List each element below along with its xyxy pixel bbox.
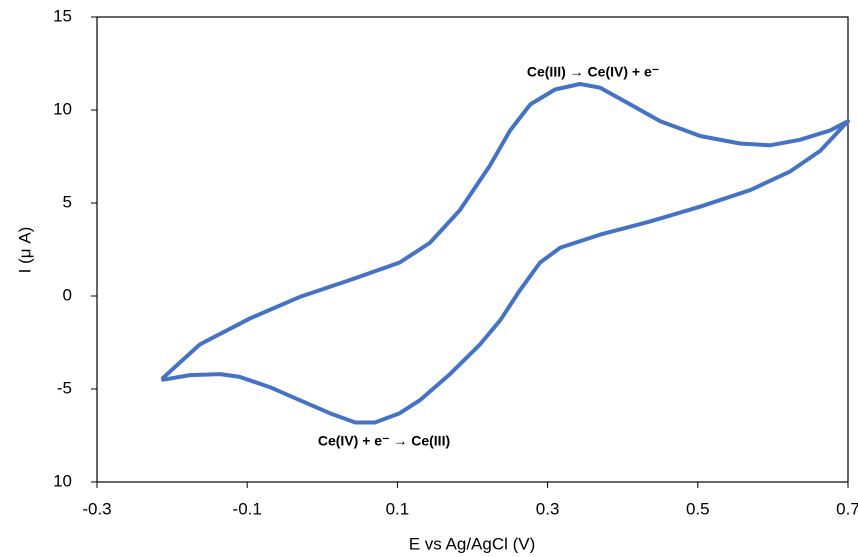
x-axis-label: E vs Ag/AgCl (V): [409, 534, 536, 553]
x-tick-label: -0.3: [82, 499, 111, 518]
y-tick-label: 15: [53, 6, 72, 25]
x-tick-label: 0.3: [536, 499, 560, 518]
y-tick-label: 10: [53, 471, 72, 490]
annotation: Ce(IV) + e⁻ → Ce(III): [318, 433, 450, 449]
y-axis-label: I (μ A): [15, 227, 34, 274]
x-tick-label: -0.1: [233, 499, 262, 518]
plot-frame: [96, 16, 849, 483]
annotation: Ce(III) → Ce(IV) + e⁻: [527, 64, 659, 80]
y-tick-label: 10: [53, 99, 72, 118]
y-tick-label: 0: [63, 285, 72, 304]
x-tick-label: 0.5: [686, 499, 710, 518]
cv-curve: [161, 82, 850, 425]
y-tick-label: 5: [63, 192, 72, 211]
y-tick-label: -5: [57, 378, 72, 397]
x-tick-label: 0.7: [836, 499, 858, 518]
x-tick-label: 0.1: [386, 499, 410, 518]
